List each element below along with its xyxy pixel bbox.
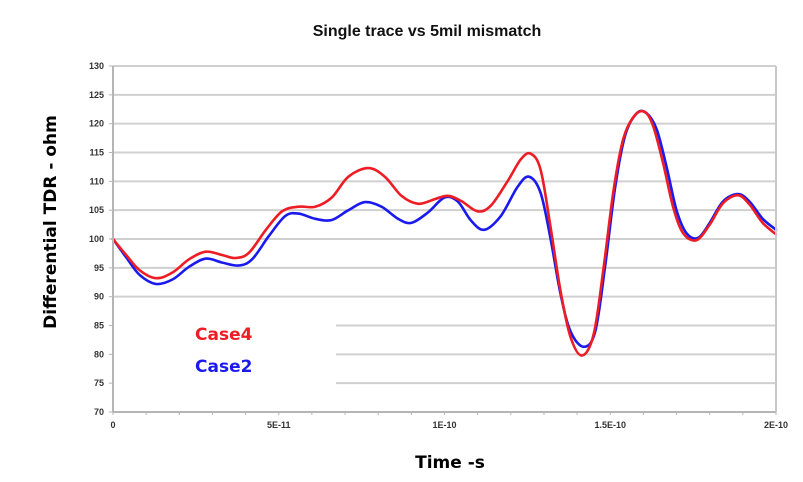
y-tick-label: 125: [89, 90, 104, 100]
y-tick-label: 95: [94, 263, 104, 273]
y-tick-labels: 70 75 80 85 90 95 100 105 110 115 120 125 130: [89, 61, 104, 417]
y-axis-label: Differential TDR - ohm: [41, 115, 61, 329]
y-tick-label: 110: [89, 176, 104, 186]
x-tick-label: 5E-11: [267, 420, 291, 430]
x-axis-label: Time -s: [415, 453, 485, 473]
legend: Case4 Case2: [195, 325, 253, 377]
y-tick-label: 130: [89, 61, 104, 71]
y-tick-label: 115: [89, 148, 104, 158]
legend-entry-case4: Case4: [195, 325, 253, 345]
y-tick-label: 90: [94, 292, 104, 302]
y-tick-label: 70: [94, 407, 104, 417]
y-tick-label: 100: [89, 234, 104, 244]
x-tick-label: 1E-10: [432, 420, 456, 430]
x-tick-label: 2E-10: [764, 420, 788, 430]
y-tick-label: 80: [94, 349, 104, 359]
legend-entry-case2: Case2: [195, 357, 252, 377]
series-line-case4: [111, 109, 778, 357]
x-tick-label: 1.5E-10: [594, 420, 626, 430]
x-tick-label: 0: [110, 420, 115, 430]
y-tick-label: 75: [94, 378, 104, 388]
y-tick-label: 105: [89, 205, 104, 215]
y-tick-label: 120: [89, 119, 104, 129]
legend-background: [114, 318, 336, 396]
series-lines: [111, 109, 778, 357]
y-tick-label: 85: [94, 321, 104, 331]
x-tick-labels: 0 5E-11 1E-10 1.5E-10 2E-10: [110, 420, 788, 430]
series-line-case2: [111, 109, 778, 349]
chart-title: Single trace vs 5mil mismatch: [313, 23, 542, 40]
